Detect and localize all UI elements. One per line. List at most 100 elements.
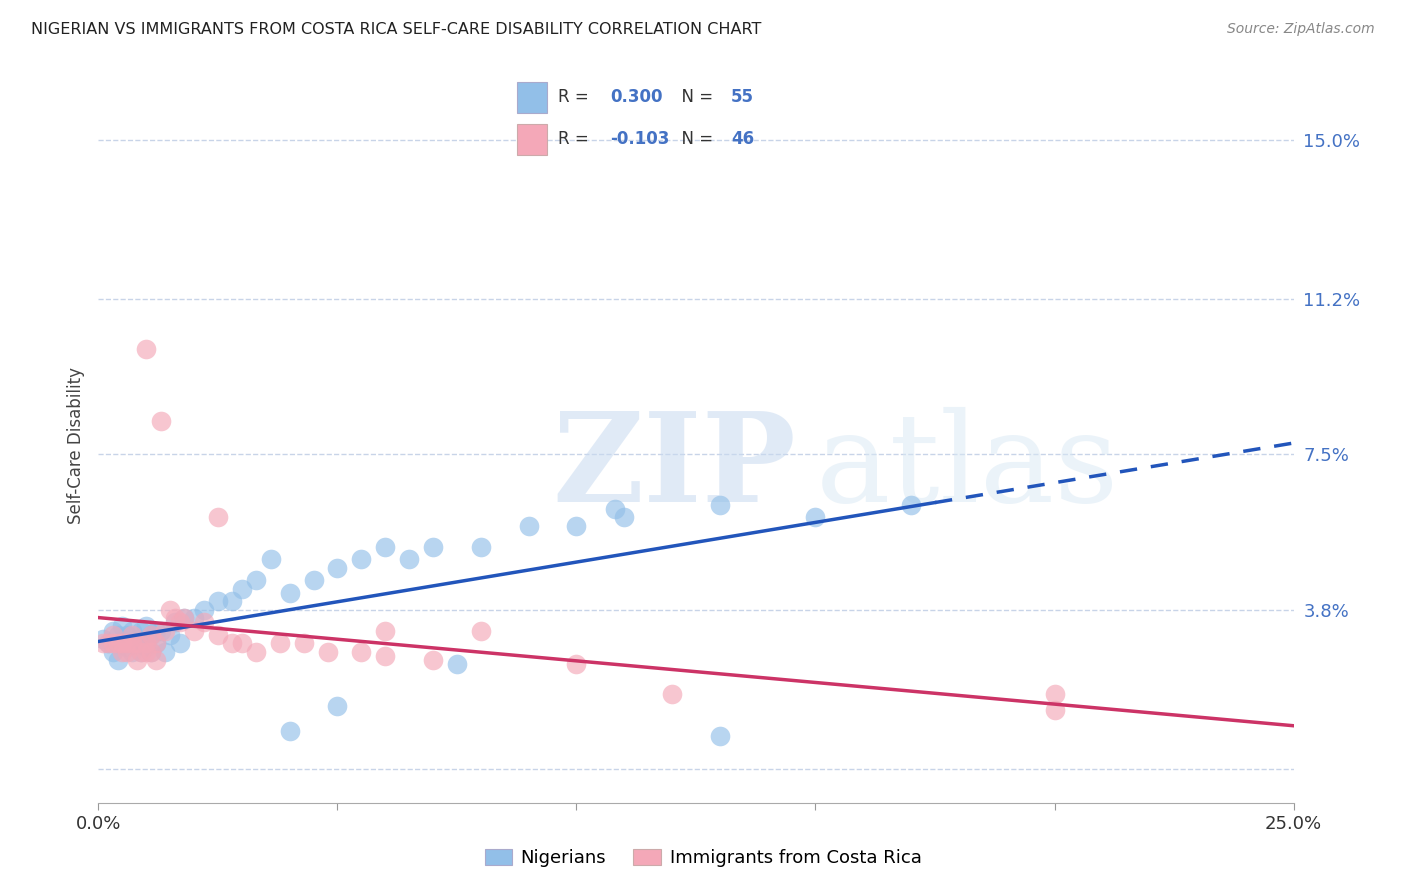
Text: R =: R = (558, 88, 595, 106)
Point (278, 586, 301, 600)
Point (111, 636, 134, 650)
Point (163, 615, 186, 630)
Point (107, 653, 129, 667)
Point (101, 645, 124, 659)
Point (149, 624, 172, 638)
Point (278, 724, 301, 739)
Point (709, 729, 731, 743)
Point (135, 640, 157, 655)
FancyBboxPatch shape (517, 124, 547, 154)
Point (135, 343, 157, 357)
Point (193, 603, 215, 617)
Point (101, 628, 124, 642)
Point (135, 619, 157, 633)
Point (125, 636, 148, 650)
Point (101, 636, 124, 650)
Point (115, 636, 138, 650)
Point (91, 636, 114, 650)
Point (125, 653, 148, 667)
Point (259, 552, 281, 566)
Legend: Nigerians, Immigrants from Costa Rica: Nigerians, Immigrants from Costa Rica (478, 841, 928, 874)
Point (613, 510, 636, 524)
Point (111, 619, 134, 633)
Point (145, 636, 167, 650)
Point (159, 628, 181, 642)
Point (97, 636, 120, 650)
FancyBboxPatch shape (517, 82, 547, 112)
Point (125, 632, 148, 646)
Point (269, 636, 291, 650)
Point (470, 540, 492, 554)
Point (1043, 703, 1066, 717)
Point (125, 636, 148, 650)
Point (121, 624, 143, 638)
Text: atlas: atlas (815, 407, 1119, 528)
Point (207, 594, 229, 608)
Point (207, 510, 229, 524)
Point (101, 624, 124, 638)
Point (115, 640, 138, 655)
Point (231, 636, 253, 650)
Point (804, 510, 827, 524)
Point (169, 636, 191, 650)
Point (193, 615, 215, 630)
Point (139, 645, 162, 659)
Point (155, 624, 177, 638)
Point (446, 657, 468, 672)
Point (374, 540, 396, 554)
Point (115, 645, 138, 659)
Point (245, 645, 267, 659)
Text: -0.103: -0.103 (610, 130, 669, 148)
Point (316, 645, 339, 659)
Point (173, 611, 195, 625)
Point (163, 611, 186, 625)
Point (661, 687, 683, 701)
Point (302, 574, 325, 588)
Point (121, 636, 143, 650)
Text: NIGERIAN VS IMMIGRANTS FROM COSTA RICA SELF-CARE DISABILITY CORRELATION CHART: NIGERIAN VS IMMIGRANTS FROM COSTA RICA S… (31, 22, 761, 37)
Point (709, 498, 731, 512)
Point (183, 624, 205, 638)
Point (169, 615, 191, 630)
Text: N =: N = (671, 88, 718, 106)
Text: 46: 46 (731, 130, 754, 148)
Point (139, 645, 162, 659)
Point (422, 540, 444, 554)
Point (111, 636, 134, 650)
Point (517, 518, 540, 533)
Point (97, 636, 120, 650)
Text: 55: 55 (731, 88, 754, 106)
Point (111, 645, 134, 659)
Point (900, 498, 922, 512)
Text: 0.300: 0.300 (610, 88, 662, 106)
Text: ZIP: ZIP (553, 407, 796, 528)
Point (231, 582, 253, 596)
Point (374, 648, 396, 663)
Point (145, 624, 167, 638)
Point (183, 611, 205, 625)
Point (135, 636, 157, 650)
Point (173, 611, 195, 625)
Point (326, 560, 349, 574)
Text: R =: R = (558, 130, 595, 148)
Point (221, 594, 243, 608)
Point (350, 552, 373, 566)
Point (145, 653, 167, 667)
Point (221, 636, 243, 650)
Point (121, 628, 143, 642)
Text: N =: N = (671, 130, 718, 148)
Point (131, 645, 153, 659)
Point (135, 645, 157, 659)
Point (565, 657, 588, 672)
Point (135, 636, 157, 650)
Point (145, 636, 167, 650)
Point (139, 628, 162, 642)
Point (292, 636, 315, 650)
Point (470, 624, 492, 638)
Point (155, 645, 177, 659)
Point (115, 628, 138, 642)
Point (398, 552, 420, 566)
Point (350, 645, 373, 659)
Point (603, 502, 626, 516)
Point (121, 645, 143, 659)
